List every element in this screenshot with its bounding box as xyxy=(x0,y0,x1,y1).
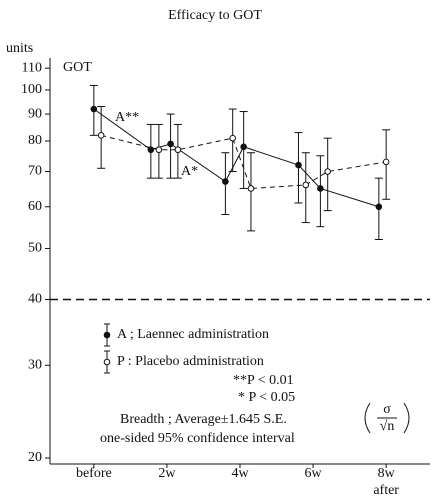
series-line xyxy=(101,134,387,189)
y-tick-label: 90 xyxy=(28,106,42,121)
annotation: A** xyxy=(115,110,139,125)
annotation: A* xyxy=(181,164,198,179)
data-point xyxy=(90,105,98,113)
y-tick-label: 70 xyxy=(28,164,42,179)
y-tick-label: 30 xyxy=(28,357,42,372)
data-point xyxy=(167,140,174,148)
data-point xyxy=(382,158,390,166)
data-point xyxy=(295,161,302,169)
panel-label: GOT xyxy=(63,60,92,75)
legend-marker xyxy=(103,331,111,339)
y-tick-label: 80 xyxy=(28,133,42,148)
x-tick-label: before xyxy=(76,466,112,481)
legend-label: A ; Laennec administration xyxy=(117,327,269,342)
x-tick-label: 6w xyxy=(305,466,323,481)
data-point xyxy=(375,203,383,211)
paren xyxy=(403,402,410,434)
y-tick-label: 50 xyxy=(28,241,42,256)
x-tick-label: 4w xyxy=(231,466,249,481)
y-tick-label: 40 xyxy=(28,292,42,307)
data-point xyxy=(317,185,324,192)
data-point xyxy=(302,181,310,189)
x-tick-label: 2w xyxy=(158,466,176,481)
y-tick-label: 20 xyxy=(28,450,42,465)
y-tick-label: 60 xyxy=(28,199,42,214)
note: **P < 0.01 xyxy=(233,373,294,388)
legend-marker xyxy=(103,358,111,366)
data-point xyxy=(247,185,255,192)
y-tick-label: 100 xyxy=(21,82,42,97)
data-point xyxy=(155,146,163,154)
x-tick-label: 8w xyxy=(378,466,396,481)
formula-denominator: √n xyxy=(380,419,395,434)
data-point xyxy=(324,168,331,175)
x-sublabel: after xyxy=(373,483,399,498)
y-tick-label: 110 xyxy=(22,60,42,75)
data-point xyxy=(174,146,182,154)
paren xyxy=(364,402,371,434)
data-point xyxy=(222,178,229,185)
data-point xyxy=(229,134,236,142)
formula-numerator: σ xyxy=(383,402,391,417)
y-unit-label: units xyxy=(6,41,33,56)
data-point xyxy=(97,132,105,139)
note: * P < 0.05 xyxy=(238,390,295,405)
note: Breadth ; Average±1.645 S.E. xyxy=(120,412,287,427)
legend-label: P : Placebo administration xyxy=(117,354,264,369)
note: one-sided 95% confidence interval xyxy=(100,431,295,446)
data-point xyxy=(147,146,155,154)
data-point xyxy=(240,143,247,151)
chart-title: Efficacy to GOT xyxy=(168,8,262,23)
